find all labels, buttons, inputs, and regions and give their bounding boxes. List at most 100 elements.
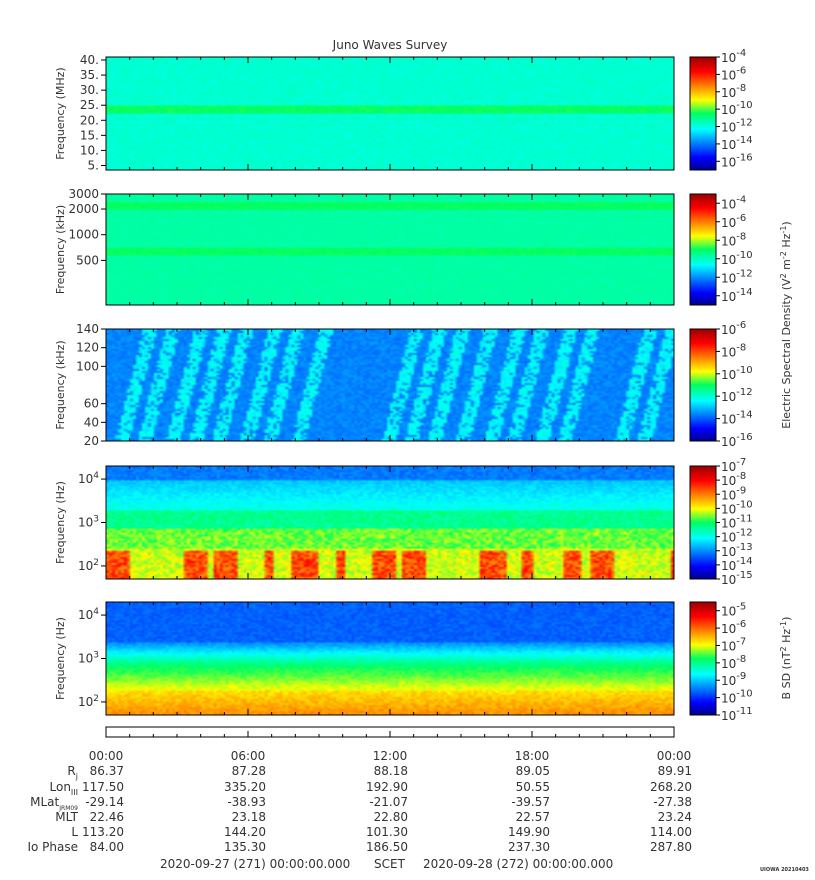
ephemeris-value: 84.00 (90, 840, 124, 854)
ephemeris-value: 192.90 (366, 780, 408, 794)
spectrogram-panel-3: 20 40 60 100 120 140 Frequency (kHz) 10-6 10-8 10… (54, 320, 753, 449)
colorbar-label: 10-8 (721, 83, 746, 100)
colorbar-label: 10-10 (721, 365, 753, 382)
colorbar-label: 10-9 (721, 671, 746, 688)
ephemeris-table: Rj 86.37 87.28 88.18 89.05 89.91 LonIII 117.50 3… (27, 764, 692, 854)
time-tick-label: 00:00 (89, 749, 124, 763)
y-tick-label: 102 (78, 694, 99, 709)
colorbar-label: 10-8 (721, 342, 746, 359)
y-tick-label: 15. (80, 128, 99, 142)
y-axis-label: Frequency (Hz) (54, 617, 67, 700)
colorbar-label: 10-10 (721, 100, 753, 117)
colorbar-label: 10-4 (721, 194, 746, 211)
colorbar-label: 10-14 (721, 287, 753, 304)
footer-end-time: 2020-09-28 (272) 00:00:00.000 (423, 857, 614, 871)
ephemeris-label: Rj (67, 764, 78, 781)
ephemeris-value: 144.20 (224, 825, 266, 839)
colorbar-label: 10-15 (721, 570, 753, 587)
ephemeris-value: 101.30 (366, 825, 408, 839)
spectrogram-image-5 (106, 602, 674, 715)
y-axis-label: Frequency (kHz) (54, 205, 67, 294)
y-tick-label: 3000 (68, 187, 99, 201)
ephemeris-value: 87.28 (232, 764, 266, 778)
time-tick-label: 06:00 (231, 749, 266, 763)
ephemeris-value: 335.20 (224, 780, 266, 794)
colorbar-1 (689, 56, 717, 171)
ephemeris-value: -27.38 (653, 795, 692, 809)
ephemeris-value: -38.93 (227, 795, 266, 809)
ephemeris-value: 22.46 (90, 810, 124, 824)
time-tick-label: 00:00 (657, 749, 692, 763)
ephemeris-value: 268.20 (650, 780, 692, 794)
spectrogram-image-4 (106, 466, 674, 579)
y-tick-label: 103 (78, 515, 99, 530)
ephemeris-label: MLT (55, 810, 78, 824)
time-tick-label: 18:00 (515, 749, 550, 763)
ephemeris-value: 23.24 (658, 810, 692, 824)
footer-start-time: 2020-09-27 (271) 00:00:00.000 (160, 857, 351, 871)
ephemeris-value: 114.00 (650, 825, 692, 839)
ephemeris-value: 23.18 (232, 810, 266, 824)
ephemeris-value: 149.90 (508, 825, 550, 839)
colorbar-label: 10-12 (721, 387, 753, 404)
colorbar-label: 10-6 (721, 65, 746, 82)
colorbar-label: 10-8 (721, 654, 746, 671)
y-tick-label: 30. (80, 83, 99, 97)
colorbar-label: 10-16 (721, 152, 753, 169)
y-tick-label: 10. (80, 143, 99, 157)
y-tick-label: 40 (84, 415, 99, 429)
spectrogram-image-3 (106, 329, 674, 441)
ephemeris-label: L (71, 825, 78, 839)
y-tick-label: 104 (78, 607, 99, 622)
colorbar-label: 10-14 (721, 135, 753, 152)
spectrogram-panel-1: 5.10.15.20.25.30.35.40. Frequency (MHz) 10… (54, 48, 753, 172)
ephemeris-value: 50.55 (516, 780, 550, 794)
ephemeris-value: 113.20 (82, 825, 124, 839)
y-tick-label: 120 (76, 341, 99, 355)
y-tick-label: 20 (84, 434, 99, 448)
y-tick-label: 102 (78, 558, 99, 573)
ephemeris-value: 117.50 (82, 780, 124, 794)
ephemeris-value: 89.91 (658, 764, 692, 778)
colorbar-label: 10-10 (721, 689, 753, 706)
colorbar-4 (689, 465, 717, 580)
y-tick-label: 5. (88, 158, 99, 172)
y-tick-label: 35. (80, 68, 99, 82)
chart-title: Juno Waves Survey (332, 38, 448, 52)
ephemeris-value: -21.07 (369, 795, 408, 809)
colorbar-label: 10-12 (721, 268, 753, 285)
y-tick-label: 500 (76, 253, 99, 267)
y-tick-label: 25. (80, 98, 99, 112)
y-axis-label: Frequency (MHz) (54, 67, 67, 159)
y-tick-label: 40. (80, 53, 99, 67)
y-tick-label: 140 (76, 322, 99, 336)
time-axis: 00:00 06:00 12:00 18:00 00:00 (89, 726, 692, 763)
ephemeris-value: 22.80 (374, 810, 408, 824)
colorbar-label: 10-14 (721, 410, 753, 427)
colorbar-label: 10-16 (721, 432, 753, 449)
spectrogram-panels: 5.10.15.20.25.30.35.40. Frequency (MHz) 10… (54, 48, 793, 723)
footer-stamp: UIOWA 20210403 (760, 867, 809, 873)
ephemeris-value: 88.18 (374, 764, 408, 778)
ephemeris-label: LonIII (50, 780, 79, 797)
y-tick-label: 103 (78, 651, 99, 666)
ephemeris-value: 89.05 (516, 764, 550, 778)
ephemeris-value: 135.30 (224, 840, 266, 854)
colorbar-label: 10-5 (721, 602, 746, 619)
y-axis-label: Frequency (Hz) (54, 481, 67, 564)
y-tick-label: 1000 (68, 228, 99, 242)
colorbar-label: 10-6 (721, 213, 746, 230)
spectrogram-image-2 (106, 194, 674, 305)
colorbar-label: 10-8 (721, 231, 746, 248)
colorbar-label: 10-6 (721, 619, 746, 636)
ephemeris-value: -29.14 (85, 795, 124, 809)
colorbar-3 (689, 328, 717, 442)
y-tick-label: 100 (76, 359, 99, 373)
colorbar-group-label-electric: Electric Spectral Density (V2 m-2 Hz-1) (779, 221, 793, 428)
colorbar-label: 10-12 (721, 118, 753, 135)
ephemeris-value: 237.30 (508, 840, 550, 854)
